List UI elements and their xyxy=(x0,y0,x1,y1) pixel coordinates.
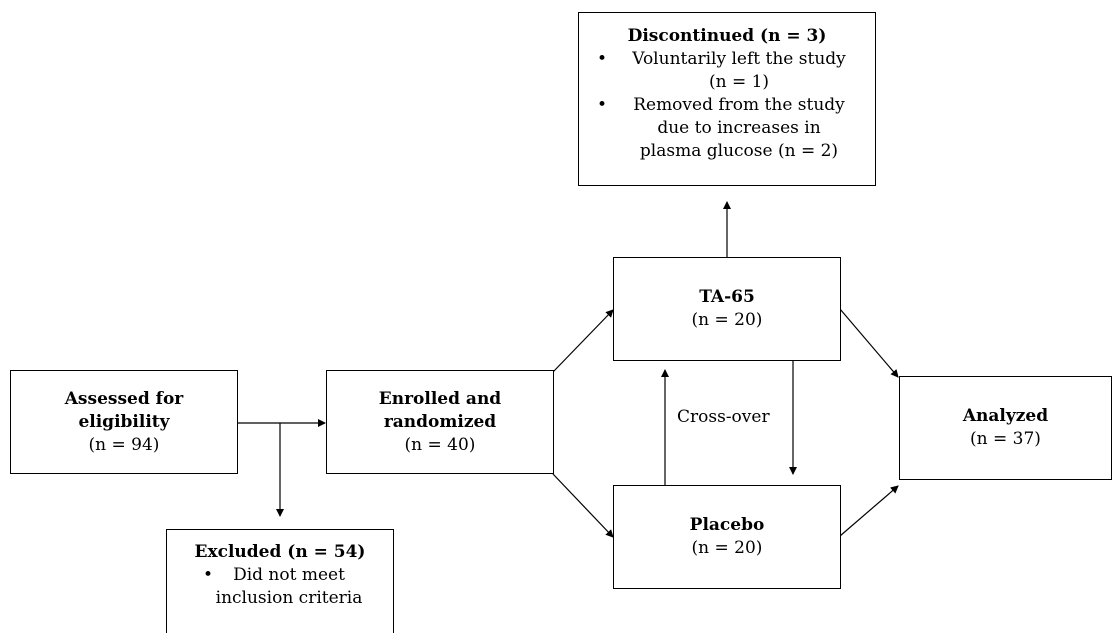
discontinued-reason2-line3: plasma glucose (n = 2) xyxy=(639,141,839,161)
node-discontinued: Discontinued (n = 3) • Voluntarily left … xyxy=(578,12,876,186)
excluded-reason1-line2: inclusion criteria xyxy=(215,588,363,608)
node-ta65-title: TA-65 xyxy=(699,287,755,307)
node-assessed: Assessed for eligibility (n = 94) xyxy=(10,370,238,474)
node-enrolled-title-2: randomized xyxy=(383,411,497,432)
node-ta65-count: (n = 20) xyxy=(691,310,763,330)
node-analyzed-count: (n = 37) xyxy=(970,429,1041,449)
discontinued-reason2-line2: due to increases in xyxy=(657,118,821,138)
crossover-label: Cross-over xyxy=(677,407,770,427)
bullet-glyph-2: • xyxy=(597,95,608,115)
node-ta65: TA-65 (n = 20) xyxy=(613,257,841,361)
node-enrolled-count: (n = 40) xyxy=(404,434,476,455)
discontinued-reason1-line1: Voluntarily left the study xyxy=(632,49,846,69)
node-enrolled-title-1: Enrolled and xyxy=(378,388,502,409)
node-assessed-title-2: eligibility xyxy=(78,411,170,432)
node-analyzed-title: Analyzed xyxy=(962,406,1049,426)
bullet-glyph-1: • xyxy=(597,49,608,69)
excluded-reason1-line1: Did not meet xyxy=(233,565,345,585)
bullet-glyph-3: • xyxy=(203,565,214,585)
edge-ta65-to-analyzed xyxy=(839,308,899,378)
node-assessed-title-1: Assessed for xyxy=(64,388,184,409)
node-placebo-count: (n = 20) xyxy=(691,538,763,558)
node-excluded: Excluded (n = 54) • Did not meet inclusi… xyxy=(166,529,394,633)
node-enrolled: Enrolled and randomized (n = 40) xyxy=(326,370,554,474)
edge-enrolled-to-placebo xyxy=(552,473,614,538)
edge-placebo-to-analyzed xyxy=(839,485,899,537)
node-assessed-count: (n = 94) xyxy=(88,434,160,455)
node-excluded-title: Excluded (n = 54) xyxy=(194,542,366,562)
edge-enrolled-to-ta65 xyxy=(552,309,614,373)
node-placebo: Placebo (n = 20) xyxy=(613,485,841,589)
discontinued-reason2-line1: Removed from the study xyxy=(633,95,845,115)
node-discontinued-title: Discontinued (n = 3) xyxy=(627,26,827,46)
node-placebo-title: Placebo xyxy=(689,515,765,535)
discontinued-reason1-line2: (n = 1) xyxy=(708,72,770,92)
node-analyzed: Analyzed (n = 37) xyxy=(899,376,1112,480)
